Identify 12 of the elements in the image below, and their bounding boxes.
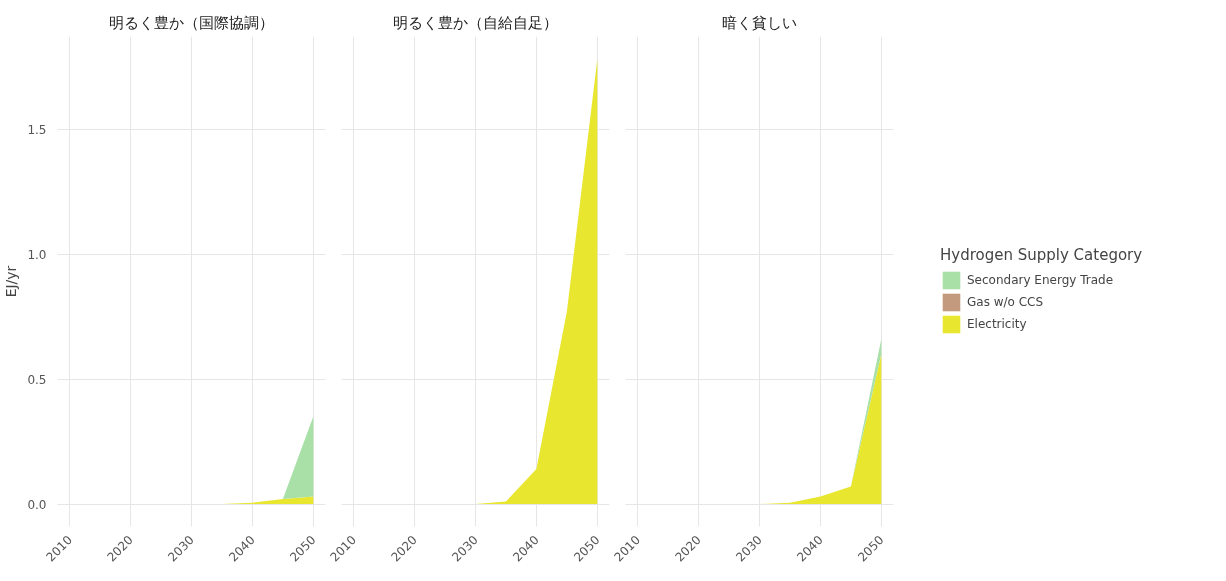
y-tick-label: 0.0	[27, 497, 47, 512]
chart-title: 明るく豊か（国際協調）	[109, 13, 274, 32]
chart-title: 暗く貧しい	[722, 13, 797, 32]
y-axis-title: EJ/yr	[3, 265, 20, 298]
chart-title: 明るく豊か（自給自足）	[393, 13, 558, 32]
y-tick-label: 0.5	[27, 372, 47, 387]
legend-label: Gas w/o CCS	[967, 295, 1044, 309]
y-tick-label: 1.5	[27, 122, 47, 137]
y-tick-label: 1.0	[27, 247, 47, 262]
legend-label: Electricity	[967, 317, 1027, 331]
legend-label: Secondary Energy Trade	[967, 273, 1114, 287]
legend-title: Hydrogen Supply Category	[940, 246, 1143, 264]
